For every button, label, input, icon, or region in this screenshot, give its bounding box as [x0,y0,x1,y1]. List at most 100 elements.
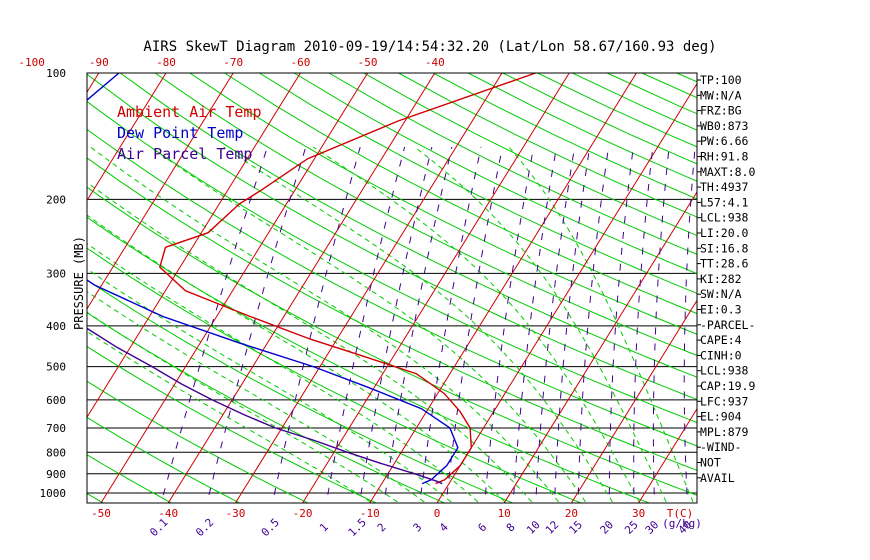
stats-line: SW:N/A [700,287,742,301]
top-temp-tick-label: -50 [358,56,378,69]
stats-line: -WIND- [700,440,742,454]
pressure-ticks: 100 200 300 400 500 600 700 800 900 1000 [40,67,67,500]
mixing-ratio-tick-label: 6 [475,521,489,535]
pressure-tick-label: 500 [46,361,66,374]
stats-line: PW:6.66 [700,134,749,148]
moist-adiabat-line [414,146,667,503]
dry-adiabat-line [87,493,105,503]
isotherm-line [369,73,637,503]
dry-adiabat-line [189,73,697,335]
bottom-temp-tick-label: 10 [498,507,511,520]
dry-adiabat-line [87,73,697,401]
legend-entry: Air Parcel Temp [117,145,252,163]
mixing-ratio-tick-label: 8 [504,521,518,535]
bottom-temp-tick-label: -10 [360,507,380,520]
moist-adiabat-line [87,290,425,503]
stats-line: NOT [700,456,721,470]
mixing-ratio-tick-label: 20 [598,518,617,537]
pressure-tick-label: 400 [46,320,66,333]
pressure-tick-label: 600 [46,394,66,407]
stats-line: MPL:879 [700,425,749,439]
moist-adiabat-line [90,146,559,503]
isotherm-line [87,73,234,310]
top-temp-tick-label: -60 [290,56,310,69]
top-temp-tick-label: -100 [18,56,45,69]
moist-adiabat-line [87,181,533,503]
mixing-ratio-line [419,146,482,503]
data-series [87,73,536,485]
pressure-tick-label: 200 [46,193,66,206]
dry-adiabat-line [87,100,697,424]
bottom-temp-tick-label: 20 [565,507,578,520]
isotherm-line [836,54,870,511]
isotherm-line [638,407,697,503]
bottom-temp-tick-label: -20 [293,507,313,520]
stats-line: L57:4.1 [700,195,749,209]
stats-line: TH:4937 [700,180,749,194]
stats-line: EL:904 [700,410,742,424]
dry-adiabat-line [363,73,697,237]
stats-line: KI:282 [700,272,742,286]
dry-adiabat-line [87,416,241,503]
stats-line: CAP:19.9 [700,379,755,393]
stats-line: LFC:937 [700,394,749,408]
stats-line: FRZ:BG [700,104,742,118]
pressure-tick-label: 300 [46,267,66,280]
dry-adiabat-line [398,73,697,218]
bottom-temp-tick-label: -40 [158,507,178,520]
isotherms [0,54,870,511]
mixing-ratio-line [683,146,696,503]
mixing-ratio-line [554,146,591,503]
mixing-ratio-tick-label: 0.2 [193,516,216,539]
moist-adiabat-line [87,242,479,503]
isotherm-line [87,73,167,202]
y-axis-label: PRESSURE (MB) [72,236,86,330]
stats-line: LCL:938 [700,364,749,378]
legend-entry: Ambient Air Temp [117,103,262,121]
dry-adiabat-line [87,247,583,503]
mixing-ratio-tick-label: 3 [411,521,425,535]
pressure-tick-label: 800 [46,446,66,459]
top-temp-tick-label: -90 [89,56,109,69]
stats-line: SI:16.8 [700,241,749,255]
bottom-temp-tick-label: -50 [91,507,111,520]
stats-line: MAXT:8.0 [700,165,755,179]
legend-entry: Dew Point Temp [117,124,243,142]
stats-panel: TP:100MW:N/AFRZ:BGWB0:873PW:6.66RH:91.8M… [697,73,755,485]
isotherm-line [167,73,436,503]
dry-adiabat-line [328,73,697,255]
chart-title: AIRS SkewT Diagram 2010-09-19/14:54:32.2… [143,39,716,55]
dry-adiabat-line [293,73,697,275]
series-dew-point-temp [87,73,459,485]
dry-adiabat-line [87,279,515,503]
bottom-temp-tick-label: 30 [632,507,645,520]
moist-adiabat-line [87,214,506,503]
bottom-temp-ticks: -50 -40 -30 -20 -10 0 10 20 30 [91,507,645,520]
bottom-temp-tick-label: -30 [225,507,245,520]
mixing-ratio-lines [160,146,696,503]
mixing-ratio-tick-label: 30 [643,518,662,537]
stats-line: WB0:873 [700,119,749,133]
mixing-ratio-tick-label: 12 [543,518,562,537]
isotherm-line [570,299,697,503]
plot-frame [86,72,698,504]
dry-adiabat-line [259,73,697,294]
mixing-ratio-tick-label: 4 [437,520,451,534]
mixing-ratio-tick-label: 10 [524,518,543,537]
isotherm-line [0,54,44,511]
mixing-ratio-line [608,146,634,503]
x-axis-label: T(C) [667,507,694,520]
mixing-ratio-line [577,146,609,503]
bottom-temp-tick-label: 0 [434,507,441,520]
stats-line: -PARCEL- [700,318,755,332]
moist-adiabat-line [508,146,694,503]
series-air-parcel-temp [87,327,443,485]
dry-adiabat-line [154,73,697,357]
moist-adiabats [87,146,694,503]
mixing-ratio-tick-label: 1 [317,521,331,535]
dry-adiabat-line [641,73,697,99]
dry-adiabat-line [87,157,697,471]
stats-line: RH:91.8 [700,150,749,164]
mixing-ratio-line [633,146,654,503]
